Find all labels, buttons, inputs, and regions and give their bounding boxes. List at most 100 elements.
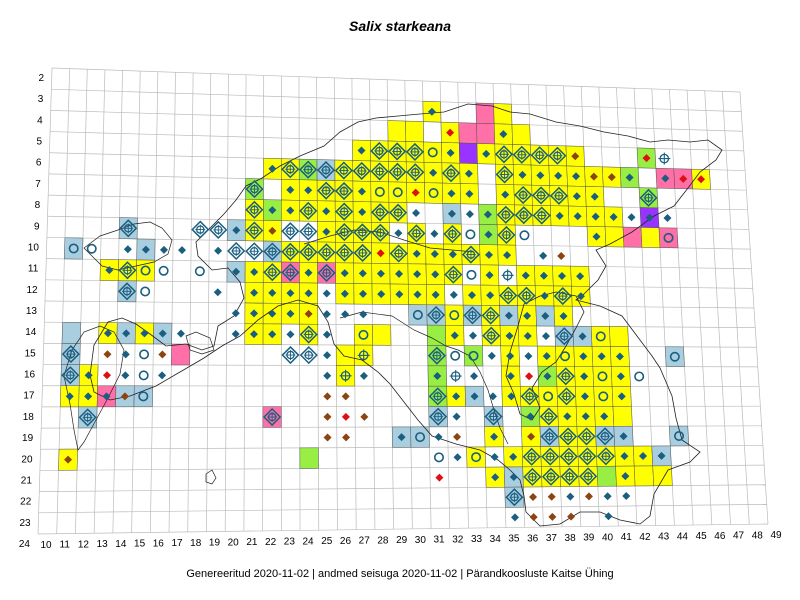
- target-outer-diamond: [370, 141, 389, 161]
- diamond-marker: [84, 392, 93, 401]
- diamond-marker: [268, 330, 277, 339]
- target-marker: [541, 447, 560, 466]
- target-marker: [461, 245, 480, 264]
- target-outer-diamond: [388, 142, 407, 161]
- brown-diamond-marker: [571, 152, 580, 161]
- target-marker: [555, 327, 574, 346]
- target-outer-diamond: [263, 407, 282, 427]
- footer-credits: Genereeritud 2020-11-02 | andmed seisuga…: [186, 568, 614, 580]
- circle-marker: [358, 329, 369, 340]
- target-outer-diamond: [61, 345, 80, 364]
- target-marker: [495, 165, 514, 184]
- target-outer-diamond: [316, 161, 336, 180]
- diamond-marker: [625, 173, 634, 182]
- row-label: 20: [21, 454, 33, 465]
- target-marker: [299, 222, 318, 241]
- cell-fill-yellow: [444, 304, 464, 326]
- target-marker: [370, 162, 389, 181]
- target-marker: [245, 180, 264, 199]
- diamond-marker: [542, 332, 551, 341]
- target-outer-diamond: [530, 146, 549, 165]
- target-outer-diamond: [371, 203, 390, 222]
- cell-fill-yellow: [424, 182, 444, 204]
- cell-fill-light_blue: [408, 304, 428, 326]
- cell-fill-yellow: [372, 324, 392, 346]
- row-label: 6: [36, 158, 42, 169]
- cell-fill-yellow: [604, 226, 625, 248]
- diamond-marker: [141, 245, 150, 254]
- target-marker: [481, 306, 500, 325]
- diamond-marker: [286, 309, 295, 318]
- circle-marker: [449, 310, 460, 321]
- col-label: 43: [658, 532, 670, 543]
- diamond-marker: [590, 192, 599, 201]
- diamond-marker: [286, 206, 295, 215]
- diamond-marker: [603, 492, 612, 501]
- grid-line-horizontal: [38, 504, 767, 514]
- target-marker: [352, 161, 371, 181]
- diamond-marker: [490, 452, 499, 461]
- col-label: 12: [78, 539, 90, 550]
- target-outer-diamond: [334, 161, 353, 180]
- target-outer-diamond: [595, 427, 615, 446]
- diamond-marker: [576, 272, 585, 281]
- target-outer-diamond: [549, 186, 569, 205]
- diamond-marker: [214, 246, 223, 255]
- grid-line-horizontal: [41, 405, 761, 408]
- crosshair-marker: [449, 370, 462, 383]
- target-outer-diamond: [639, 188, 658, 207]
- target-marker: [317, 181, 336, 200]
- cell-fill-green: [596, 465, 617, 487]
- diamond-marker: [576, 292, 585, 301]
- target-outer-diamond: [317, 181, 336, 200]
- diamond-marker: [377, 290, 386, 299]
- circle-marker: [543, 391, 554, 402]
- target-marker: [117, 282, 137, 301]
- target-outer-diamond: [461, 245, 480, 264]
- diamond-marker: [429, 168, 438, 177]
- brown-diamond-marker: [304, 309, 313, 318]
- col-label: 45: [696, 531, 708, 542]
- target-marker: [389, 203, 408, 222]
- grid-line-horizontal: [51, 67, 741, 93]
- target-outer-diamond: [263, 263, 282, 282]
- diamond-marker: [322, 289, 331, 298]
- diamond-marker: [621, 472, 630, 481]
- diamond-marker: [523, 311, 532, 320]
- diamond-marker: [536, 171, 545, 180]
- diamond-marker: [600, 412, 609, 421]
- circle-marker: [412, 309, 423, 320]
- target-marker: [281, 222, 300, 241]
- target-outer-diamond: [577, 427, 596, 446]
- target-marker: [548, 146, 567, 165]
- cell-fill-light_blue: [64, 237, 84, 260]
- diamond-marker: [232, 226, 241, 235]
- diamond-marker: [483, 210, 492, 219]
- target-marker: [281, 160, 300, 179]
- target-outer-diamond: [353, 243, 372, 262]
- col-label: 39: [583, 533, 595, 544]
- red-diamond-marker: [341, 412, 350, 421]
- target-outer-diamond: [119, 219, 138, 238]
- col-label: 27: [359, 536, 371, 547]
- circle-marker: [595, 331, 606, 342]
- diamond-marker: [412, 209, 421, 218]
- target-marker: [405, 142, 424, 161]
- col-label: 30: [415, 535, 427, 546]
- target-outer-diamond: [520, 387, 539, 406]
- diamond-marker: [580, 372, 589, 381]
- target-marker: [539, 407, 558, 426]
- diamond-marker: [322, 227, 331, 236]
- diamond-marker: [470, 392, 479, 401]
- diamond-marker: [341, 310, 350, 319]
- target-marker: [370, 141, 389, 161]
- target-marker: [299, 160, 318, 179]
- target-marker: [496, 205, 515, 224]
- diamond-marker: [452, 392, 461, 401]
- target-outer-diamond: [281, 242, 300, 261]
- cell-fill-light_blue: [664, 346, 685, 367]
- diamond-marker: [554, 171, 563, 180]
- target-outer-diamond: [553, 287, 572, 306]
- row-label: 19: [22, 433, 34, 444]
- circle-marker: [158, 265, 169, 276]
